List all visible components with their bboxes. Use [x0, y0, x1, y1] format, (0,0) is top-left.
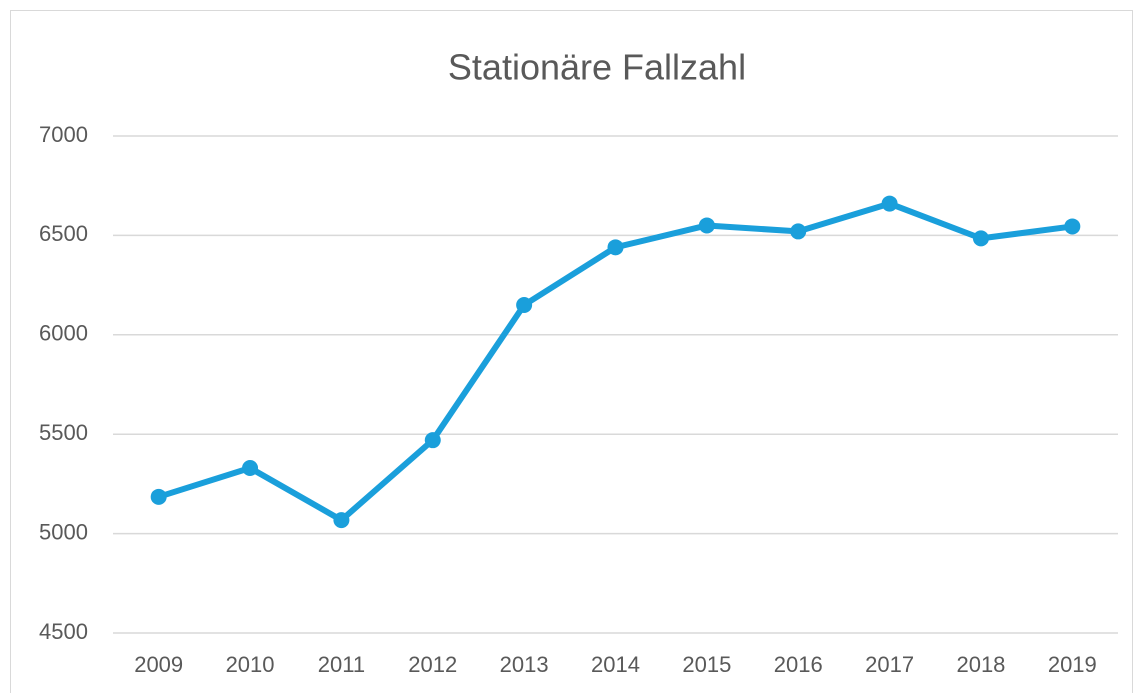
marker — [1064, 218, 1081, 235]
marker — [333, 512, 350, 529]
marker — [516, 296, 533, 313]
x-tick-label: 2018 — [956, 652, 1005, 677]
x-tick-label: 2012 — [408, 652, 457, 677]
x-tick-label: 2010 — [226, 652, 275, 677]
y-tick-label: 4500 — [39, 619, 88, 644]
y-tick-label: 6500 — [39, 221, 88, 246]
x-tick-label: 2009 — [134, 652, 183, 677]
marker — [881, 195, 898, 212]
y-tick-label: 7000 — [39, 122, 88, 147]
x-tick-label: 2014 — [591, 652, 640, 677]
y-tick-label: 5500 — [39, 420, 88, 445]
x-tick-label: 2013 — [500, 652, 549, 677]
x-tick-label: 2019 — [1048, 652, 1097, 677]
x-tick-label: 2011 — [318, 652, 365, 677]
marker — [698, 217, 715, 234]
marker — [790, 223, 807, 240]
chart-border — [10, 10, 1133, 693]
y-tick-label: 6000 — [39, 321, 88, 346]
marker — [150, 488, 167, 505]
marker — [972, 230, 989, 247]
chart-title: Stationäre Fallzahl — [448, 47, 746, 88]
y-tick-label: 5000 — [39, 519, 88, 544]
marker — [607, 239, 624, 256]
marker — [424, 432, 441, 449]
x-tick-label: 2016 — [774, 652, 823, 677]
x-tick-label: 2015 — [682, 652, 731, 677]
marker — [242, 459, 259, 476]
x-tick-label: 2017 — [865, 652, 914, 677]
